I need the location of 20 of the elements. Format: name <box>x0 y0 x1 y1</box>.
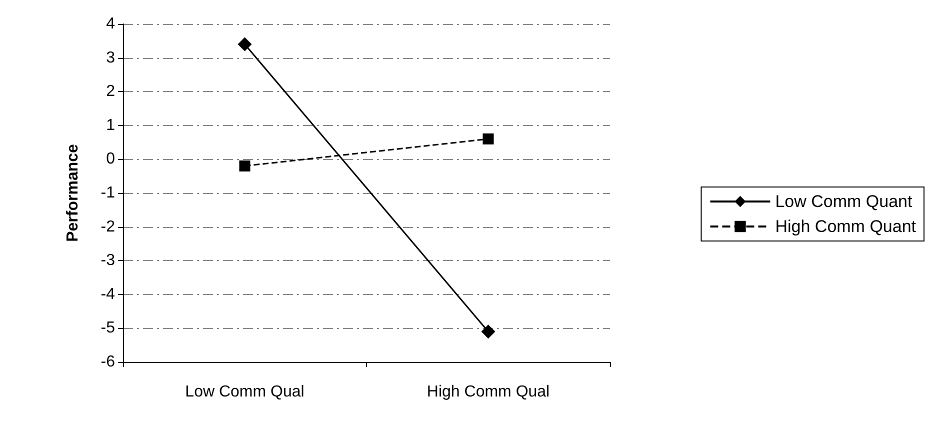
y-tick-label: -5 <box>100 320 116 337</box>
point <box>238 37 252 52</box>
y-tick-label: -3 <box>100 252 116 270</box>
y-tick-label: 4 <box>106 16 116 32</box>
point <box>239 160 250 172</box>
y-tick-label: -2 <box>100 218 116 236</box>
point <box>482 133 494 144</box>
y-tick-label: 3 <box>106 49 116 66</box>
legend-label: High Comm Quant <box>775 217 916 236</box>
y-tick-label: -4 <box>100 286 116 303</box>
y-axis-title: Performance <box>64 144 82 242</box>
y-tick-label: 0 <box>106 150 116 168</box>
y-tick-label: -1 <box>100 184 116 202</box>
legend-label: Low Comm Quant <box>775 192 912 211</box>
y-tick-label: 1 <box>106 116 116 134</box>
x-tick-label: Low Comm Qual <box>185 384 304 400</box>
y-tick-label: 2 <box>106 83 116 100</box>
y-tick-label: -6 <box>100 354 116 370</box>
point <box>481 324 496 339</box>
x-tick-label: High Comm Qual <box>426 384 550 400</box>
